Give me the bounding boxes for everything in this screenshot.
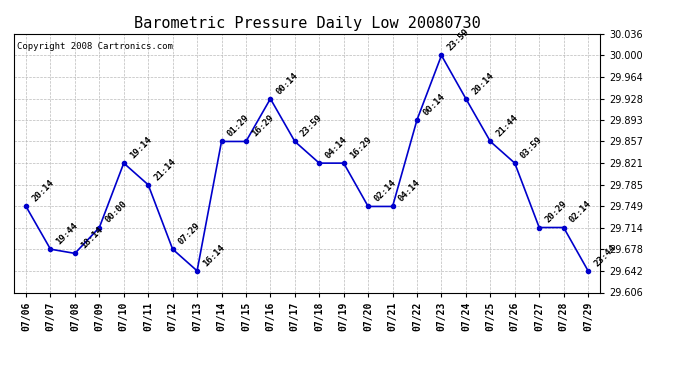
Text: 21:14: 21:14 [152,157,178,182]
Text: 21:44: 21:44 [495,113,520,139]
Text: 00:14: 00:14 [275,70,300,96]
Text: 00:00: 00:00 [104,200,129,225]
Text: 23:44: 23:44 [592,243,618,268]
Text: Copyright 2008 Cartronics.com: Copyright 2008 Cartronics.com [17,42,172,51]
Text: 07:29: 07:29 [177,221,202,246]
Text: 00:14: 00:14 [421,92,446,117]
Text: 20:29: 20:29 [543,200,569,225]
Text: 16:29: 16:29 [250,113,275,139]
Text: 01:29: 01:29 [226,113,251,139]
Text: 04:14: 04:14 [397,178,422,204]
Text: 19:14: 19:14 [128,135,153,160]
Text: 20:14: 20:14 [470,70,495,96]
Text: 03:59: 03:59 [519,135,544,160]
Text: 04:14: 04:14 [324,135,349,160]
Text: 02:14: 02:14 [373,178,397,204]
Title: Barometric Pressure Daily Low 20080730: Barometric Pressure Daily Low 20080730 [134,16,480,31]
Text: 02:14: 02:14 [568,200,593,225]
Text: 23:59: 23:59 [299,113,324,139]
Text: 19:44: 19:44 [55,221,80,246]
Text: 23:59: 23:59 [446,27,471,53]
Text: 16:14: 16:14 [201,243,226,268]
Text: 20:14: 20:14 [30,178,56,204]
Text: 16:29: 16:29 [348,135,373,160]
Text: 18:14: 18:14 [79,225,104,251]
